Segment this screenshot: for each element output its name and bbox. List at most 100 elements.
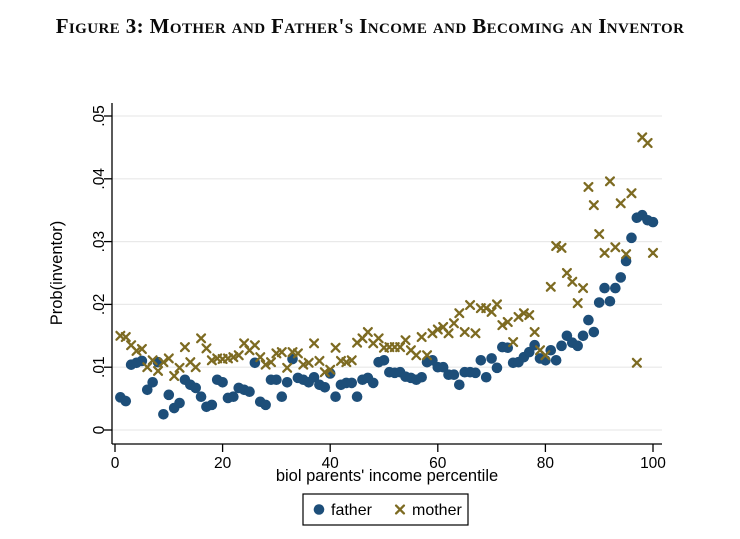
- mother-point: [282, 362, 293, 373]
- father-point: [378, 354, 390, 366]
- father-point: [647, 216, 659, 228]
- x-tick-label: 100: [640, 455, 666, 472]
- figure-title: Figure 3: Mother and Father's Income and…: [55, 14, 685, 38]
- mother-point: [588, 200, 599, 211]
- mother-point: [599, 247, 610, 258]
- mother-point: [201, 343, 212, 354]
- father-point: [416, 371, 427, 383]
- father-point: [271, 374, 282, 386]
- father-point: [346, 377, 358, 389]
- mother-point: [610, 242, 621, 253]
- mother-point: [400, 335, 411, 346]
- mother-point: [540, 350, 551, 361]
- mother-point: [362, 326, 373, 338]
- mother-point: [604, 176, 616, 187]
- mother-point: [443, 328, 454, 339]
- father-point: [281, 376, 293, 388]
- mother-point: [314, 355, 325, 366]
- mother-point: [179, 342, 190, 353]
- x-axis-label: biol parents' income percentile: [276, 467, 498, 485]
- x-tick-label: 40: [322, 455, 340, 472]
- mother-point: [502, 316, 513, 328]
- father-point: [195, 391, 207, 403]
- mother-point: [228, 352, 239, 363]
- mother-point: [249, 340, 260, 351]
- mother-point: [196, 333, 207, 344]
- y-tick-label: .03: [91, 231, 108, 253]
- father-point: [599, 282, 610, 294]
- father-point: [308, 371, 320, 383]
- mother-point: [642, 137, 653, 149]
- mother-point: [325, 364, 336, 375]
- mother-point: [152, 365, 164, 377]
- mother-point: [432, 324, 443, 335]
- mother-point: [174, 362, 185, 373]
- father-point: [437, 361, 449, 373]
- mother-point: [631, 357, 642, 368]
- mother-point: [411, 350, 422, 361]
- father-point: [593, 297, 605, 308]
- mother-point: [486, 306, 497, 317]
- father-point: [260, 399, 271, 411]
- y-tick-label: .05: [91, 105, 108, 127]
- mother-point: [233, 350, 244, 361]
- x-tick-label: 60: [429, 455, 447, 472]
- legend-mother-marker: [394, 504, 406, 515]
- father-point: [588, 326, 600, 338]
- x-tick-label: 0: [111, 455, 120, 472]
- father-point: [475, 354, 487, 366]
- mother-point: [319, 367, 330, 378]
- y-tick-label: .01: [91, 356, 108, 378]
- mother-point: [260, 359, 271, 370]
- father-point: [550, 354, 562, 366]
- mother-point: [556, 242, 567, 253]
- mother-point: [255, 352, 266, 363]
- mother-point: [454, 308, 465, 319]
- mother-point: [529, 326, 540, 338]
- father-point: [330, 391, 341, 403]
- mother-point: [497, 320, 508, 331]
- mother-point: [524, 310, 535, 321]
- mother-point: [465, 299, 476, 311]
- legend-box: [302, 493, 469, 526]
- y-axis-label: Prob(inventor): [48, 221, 66, 326]
- legend-father-label: father: [331, 502, 373, 519]
- mother-point: [163, 353, 174, 364]
- father-point: [486, 353, 497, 364]
- mother-point: [448, 318, 459, 329]
- father-point: [577, 330, 589, 342]
- father-point: [615, 272, 627, 283]
- father-point: [604, 295, 616, 307]
- mother-point: [508, 337, 519, 348]
- father-point: [163, 389, 175, 401]
- mother-point: [551, 240, 562, 252]
- mother-point: [131, 345, 142, 356]
- mother-point: [518, 308, 529, 319]
- father-point: [583, 314, 594, 326]
- mother-point: [421, 350, 433, 361]
- mother-point: [373, 333, 384, 344]
- mother-point: [303, 357, 314, 368]
- father-point: [367, 377, 379, 389]
- father-point: [319, 381, 331, 393]
- mother-point: [120, 332, 131, 343]
- mother-point: [169, 370, 180, 382]
- mother-point: [491, 299, 503, 310]
- x-tick-label: 80: [537, 455, 555, 472]
- father-point: [217, 376, 228, 388]
- mother-point: [330, 342, 341, 353]
- mother-point: [470, 328, 481, 339]
- mother-point: [626, 188, 637, 199]
- mother-point: [136, 343, 147, 355]
- father-point: [174, 397, 185, 409]
- father-point: [454, 379, 465, 391]
- mother-point: [190, 362, 201, 373]
- father-point: [141, 384, 153, 396]
- mother-point: [545, 281, 556, 292]
- father-point: [480, 371, 492, 383]
- mother-point: [416, 332, 427, 343]
- father-point: [276, 391, 288, 403]
- father-point: [120, 395, 132, 407]
